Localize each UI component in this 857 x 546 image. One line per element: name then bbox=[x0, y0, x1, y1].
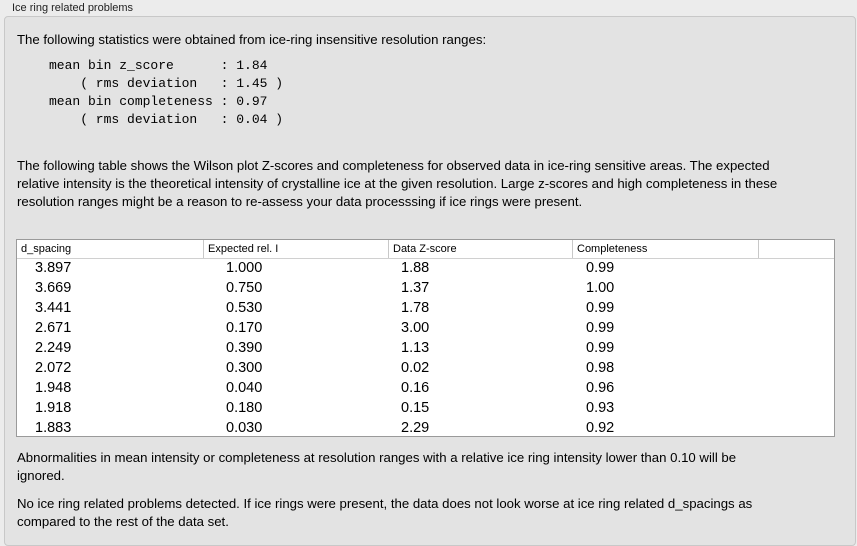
table-row[interactable]: 1.948 0.040 0.16 0.96 bbox=[17, 378, 834, 398]
d-spacing-cell: 3.441 bbox=[35, 300, 72, 316]
d-spacing-cell: 2.249 bbox=[35, 340, 72, 356]
d-spacing-cell: 1.918 bbox=[35, 400, 72, 416]
group-title: Ice ring related problems bbox=[12, 2, 134, 14]
d-spacing-cell: 1.948 bbox=[35, 380, 72, 396]
expected-rel-i-cell: 0.750 bbox=[226, 280, 263, 296]
completeness-cell: 0.98 bbox=[586, 360, 615, 376]
conclusion-text: No ice ring related problems detected. I… bbox=[17, 496, 753, 529]
expected-rel-i-cell: 0.390 bbox=[226, 340, 263, 356]
z-score-cell: 0.02 bbox=[401, 360, 430, 376]
expected-rel-i-cell: 0.170 bbox=[226, 320, 263, 336]
table-row[interactable]: 3.897 1.000 1.88 0.99 bbox=[17, 258, 834, 278]
table-row[interactable]: 2.072 0.300 0.02 0.98 bbox=[17, 358, 834, 378]
table-row[interactable]: 1.918 0.180 0.15 0.93 bbox=[17, 398, 834, 418]
note-text: Abnormalities in mean intensity or compl… bbox=[17, 450, 737, 483]
d-spacing-cell: 3.897 bbox=[35, 260, 72, 276]
expected-rel-i-cell: 0.180 bbox=[226, 400, 263, 416]
expected-rel-i-cell: 0.530 bbox=[226, 300, 263, 316]
intro-text: The following statistics were obtained f… bbox=[17, 32, 487, 47]
stat-line: ( rms deviation : 0.04 ) bbox=[49, 112, 284, 127]
column-header-d-spacing[interactable]: d_spacing bbox=[17, 240, 204, 258]
column-header-expected-rel-i[interactable]: Expected rel. I bbox=[204, 240, 389, 258]
table-row[interactable]: 3.441 0.530 1.78 0.99 bbox=[17, 298, 834, 318]
table-row[interactable]: 2.249 0.390 1.13 0.99 bbox=[17, 338, 834, 358]
completeness-cell: 0.99 bbox=[586, 320, 615, 336]
completeness-cell: 0.92 bbox=[586, 420, 615, 436]
d-spacing-cell: 2.671 bbox=[35, 320, 72, 336]
z-score-cell: 2.29 bbox=[401, 420, 430, 436]
z-score-cell: 0.16 bbox=[401, 380, 430, 396]
statistics-block: mean bin z_score : 1.84 ( rms deviation … bbox=[49, 57, 283, 129]
completeness-cell: 1.00 bbox=[586, 280, 615, 296]
z-score-cell: 0.15 bbox=[401, 400, 430, 416]
z-score-cell: 1.78 bbox=[401, 300, 430, 316]
d-spacing-cell: 3.669 bbox=[35, 280, 72, 296]
stat-line: mean bin completeness : 0.97 bbox=[49, 94, 268, 109]
expected-rel-i-cell: 0.300 bbox=[226, 360, 263, 376]
completeness-cell: 0.99 bbox=[586, 260, 615, 276]
z-score-cell: 1.88 bbox=[401, 260, 430, 276]
table-row[interactable]: 1.883 0.030 2.29 0.92 bbox=[17, 418, 834, 436]
ice-ring-table[interactable]: d_spacing Expected rel. I Data Z-score C… bbox=[16, 239, 835, 437]
table-header: d_spacing Expected rel. I Data Z-score C… bbox=[17, 240, 834, 259]
d-spacing-cell: 2.072 bbox=[35, 360, 72, 376]
d-spacing-cell: 1.883 bbox=[35, 420, 72, 436]
z-score-cell: 1.13 bbox=[401, 340, 430, 356]
expected-rel-i-cell: 0.040 bbox=[226, 380, 263, 396]
completeness-cell: 0.93 bbox=[586, 400, 615, 416]
z-score-cell: 3.00 bbox=[401, 320, 430, 336]
expected-rel-i-cell: 1.000 bbox=[226, 260, 263, 276]
completeness-cell: 0.99 bbox=[586, 300, 615, 316]
table-row[interactable]: 3.669 0.750 1.37 1.00 bbox=[17, 278, 834, 298]
table-description: The following table shows the Wilson plo… bbox=[17, 158, 778, 209]
expected-rel-i-cell: 0.030 bbox=[226, 420, 263, 436]
stat-line: ( rms deviation : 1.45 ) bbox=[49, 76, 284, 91]
column-header-data-z-score[interactable]: Data Z-score bbox=[389, 240, 573, 258]
completeness-cell: 0.99 bbox=[586, 340, 615, 356]
stat-line: mean bin z_score : 1.84 bbox=[49, 58, 268, 73]
column-header-completeness[interactable]: Completeness bbox=[573, 240, 759, 258]
z-score-cell: 1.37 bbox=[401, 280, 430, 296]
completeness-cell: 0.96 bbox=[586, 380, 615, 396]
table-row[interactable]: 2.671 0.170 3.00 0.99 bbox=[17, 318, 834, 338]
